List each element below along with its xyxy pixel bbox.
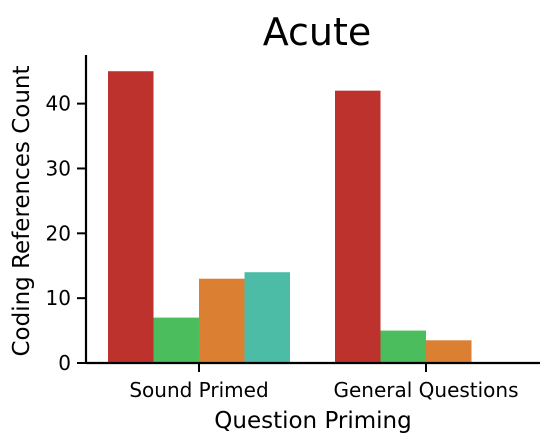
x-tick-label-1: General Questions	[333, 378, 518, 402]
bar-0-3	[244, 272, 290, 363]
bars-group	[108, 71, 472, 364]
chart-title: Acute	[263, 10, 372, 54]
y-tick-label-3: 30	[46, 156, 71, 180]
bar-1-2	[426, 340, 472, 363]
y-ticks-group: 0 10 20 30 40	[46, 92, 86, 375]
bar-1-0	[335, 90, 381, 363]
x-tick-label-0: Sound Primed	[129, 378, 268, 402]
y-tick-label-4: 40	[46, 92, 71, 116]
y-axis-label: Coding References Count	[9, 65, 35, 356]
y-tick-label-1: 10	[46, 286, 71, 310]
bar-0-2	[199, 278, 245, 363]
bar-1-1	[380, 330, 426, 363]
bar-0-0	[108, 71, 154, 364]
y-tick-label-0: 0	[58, 351, 71, 375]
x-ticks-group: Sound Primed General Questions	[129, 363, 519, 402]
x-axis-label: Question Priming	[214, 408, 411, 434]
bar-0-1	[153, 317, 199, 363]
y-tick-label-2: 20	[46, 221, 71, 245]
